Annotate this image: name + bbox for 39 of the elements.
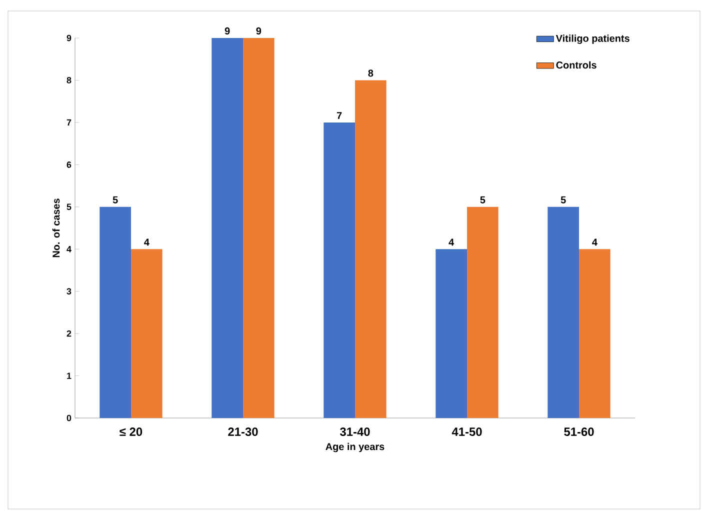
y-tick-label: 0 <box>66 414 72 422</box>
y-tick-label: 7 <box>66 119 72 126</box>
data-label: 9 <box>256 27 262 34</box>
legend-label: Controls <box>556 61 596 69</box>
y-tick-label: 3 <box>66 288 72 295</box>
data-label: 5 <box>112 196 118 204</box>
data-label: 7 <box>336 112 342 119</box>
bar <box>436 249 468 418</box>
x-tick-label: ≤ 20 <box>120 428 142 436</box>
bar <box>243 38 274 418</box>
bar <box>548 206 580 418</box>
data-label: 4 <box>448 238 454 246</box>
y-tick-label: 5 <box>66 204 72 210</box>
data-label: 9 <box>224 27 230 34</box>
y-tick-label: 8 <box>66 77 72 84</box>
y-axis-title: No. of cases <box>52 198 60 258</box>
y-tick-label: 1 <box>67 372 72 379</box>
bar <box>131 249 162 418</box>
bar <box>100 206 131 418</box>
x-axis-title: Age in years <box>326 442 384 452</box>
x-tick-label: 21-30 <box>228 428 258 436</box>
bar <box>355 80 386 418</box>
bar <box>324 122 356 418</box>
bar <box>467 206 498 418</box>
data-label: 5 <box>480 196 486 204</box>
y-tick-label: 4 <box>66 246 72 252</box>
bar <box>212 38 244 418</box>
x-tick-label: 31-40 <box>340 428 370 436</box>
data-label: 4 <box>144 238 150 246</box>
data-label: 4 <box>592 238 598 246</box>
y-tick-label: 2 <box>66 330 72 337</box>
data-label: 5 <box>560 196 566 204</box>
y-tick-label: 9 <box>66 34 72 42</box>
y-tick-label: 6 <box>66 161 72 168</box>
data-label: 8 <box>368 70 374 77</box>
x-tick-label: 41-50 <box>452 428 482 436</box>
bar <box>579 249 610 418</box>
x-tick-label: 51-60 <box>564 428 594 436</box>
legend-label: Vitiligo patients <box>556 34 630 44</box>
